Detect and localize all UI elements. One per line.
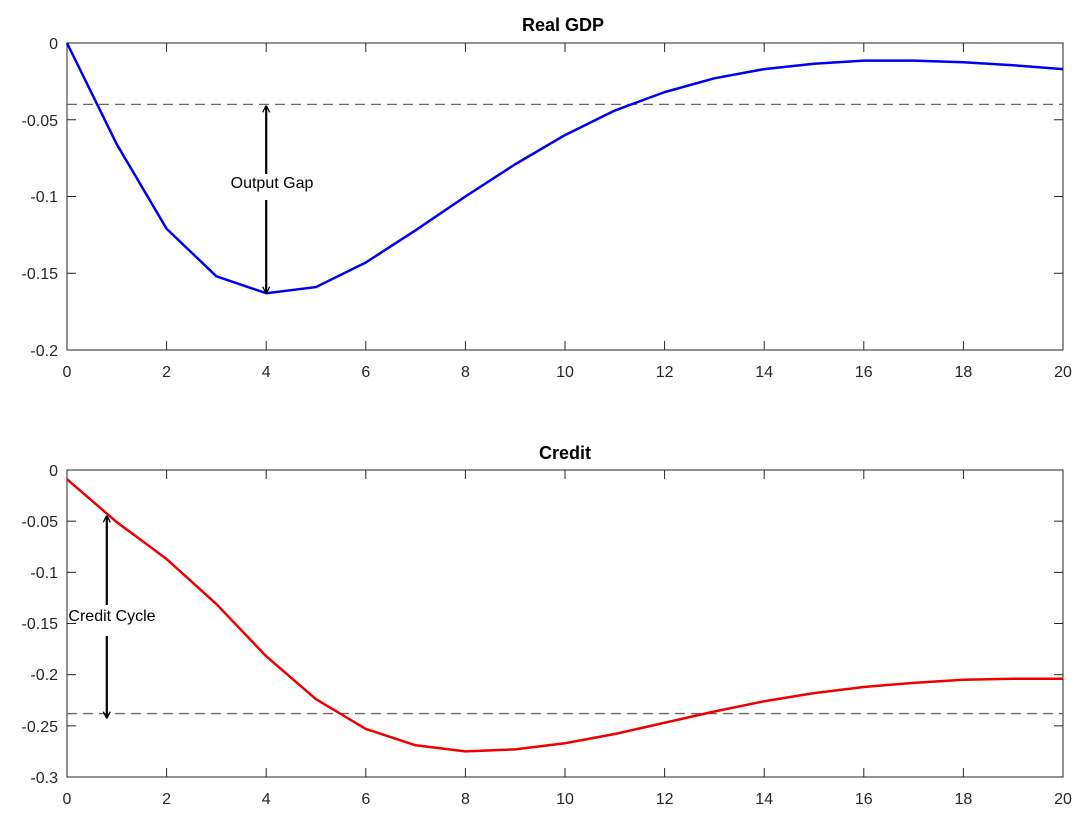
y-tick-label: -0.25 bbox=[22, 719, 59, 736]
x-tick-label: 6 bbox=[361, 364, 370, 381]
x-tick-label: 6 bbox=[361, 791, 370, 808]
x-tick-label: 10 bbox=[556, 791, 574, 808]
x-tick-label: 18 bbox=[955, 364, 973, 381]
real-gdp-ticks bbox=[66, 42, 1064, 351]
y-tick-label: -0.2 bbox=[30, 667, 58, 684]
y-tick-label: -0.15 bbox=[22, 266, 59, 283]
y-tick-label: -0.05 bbox=[22, 514, 59, 531]
credit-ticks bbox=[66, 469, 1064, 778]
real-gdp-title: Real GDP bbox=[522, 15, 604, 35]
credit-plot-frame bbox=[66, 469, 1064, 778]
credit-x-tick-labels: 0 2 4 6 8 10 12 14 16 18 20 bbox=[63, 791, 1072, 808]
x-tick-label: 10 bbox=[556, 364, 574, 381]
y-tick-label: 0 bbox=[49, 36, 58, 53]
real-gdp-y-tick-labels: 0 -0.05 -0.1 -0.15 -0.2 bbox=[22, 36, 59, 360]
real-gdp-panel: Real GDP 0 2 4 6 8 10 12 14 16 18 20 0 -… bbox=[22, 15, 1072, 381]
x-tick-label: 0 bbox=[63, 791, 72, 808]
x-tick-label: 14 bbox=[755, 791, 773, 808]
real-gdp-series-line bbox=[65, 42, 1064, 295]
credit-y-tick-labels: 0 -0.05 -0.1 -0.15 -0.2 -0.25 -0.3 bbox=[22, 463, 59, 787]
x-tick-label: 16 bbox=[855, 364, 873, 381]
y-tick-label: -0.15 bbox=[22, 616, 59, 633]
x-tick-label: 12 bbox=[656, 791, 674, 808]
x-tick-label: 2 bbox=[162, 791, 171, 808]
x-tick-label: 14 bbox=[755, 364, 773, 381]
y-tick-label: -0.1 bbox=[30, 189, 58, 206]
y-tick-label: -0.3 bbox=[30, 770, 58, 787]
real-gdp-plot-frame bbox=[66, 42, 1064, 351]
credit-series-line bbox=[66, 478, 1063, 753]
credit-cycle-label: Credit Cycle bbox=[68, 608, 155, 625]
y-tick-label: -0.05 bbox=[22, 113, 59, 130]
x-tick-label: 8 bbox=[461, 364, 470, 381]
x-tick-label: 8 bbox=[461, 791, 470, 808]
x-tick-label: 20 bbox=[1054, 791, 1072, 808]
x-tick-label: 16 bbox=[855, 791, 873, 808]
x-tick-label: 12 bbox=[656, 364, 674, 381]
y-tick-label: -0.2 bbox=[30, 343, 58, 360]
x-tick-label: 0 bbox=[63, 364, 72, 381]
real-gdp-x-tick-labels: 0 2 4 6 8 10 12 14 16 18 20 bbox=[63, 364, 1072, 381]
credit-title: Credit bbox=[539, 443, 591, 463]
y-tick-label: 0 bbox=[49, 463, 58, 480]
y-tick-label: -0.1 bbox=[30, 565, 58, 582]
x-tick-label: 18 bbox=[955, 791, 973, 808]
x-tick-label: 20 bbox=[1054, 364, 1072, 381]
x-tick-label: 4 bbox=[262, 791, 271, 808]
x-tick-label: 4 bbox=[262, 364, 271, 381]
credit-panel: Credit 0 2 4 6 8 10 12 14 16 18 20 0 -0.… bbox=[22, 443, 1072, 808]
x-tick-label: 2 bbox=[162, 364, 171, 381]
output-gap-label: Output Gap bbox=[231, 175, 314, 192]
